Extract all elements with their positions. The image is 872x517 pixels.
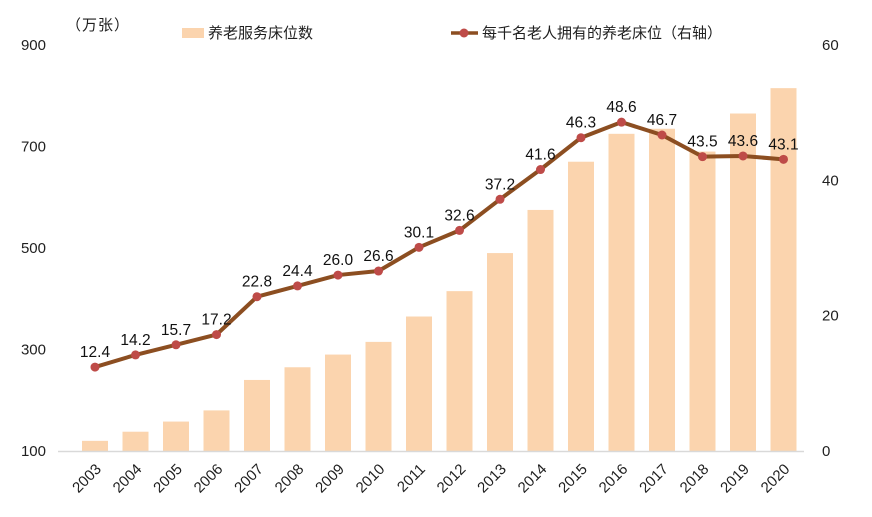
data-label-2005: 15.7 <box>161 322 191 339</box>
data-label-2007: 22.8 <box>242 274 272 291</box>
bar-2012 <box>446 291 473 451</box>
line-series <box>93 120 786 370</box>
line-marker-2003 <box>90 362 100 372</box>
x-tick-2015: 2015 <box>555 461 591 497</box>
x-tick-2006: 2006 <box>191 461 227 497</box>
bar-2019 <box>730 113 756 451</box>
line-marker-2005 <box>171 340 181 350</box>
bar-2017 <box>649 128 675 452</box>
data-label-2014: 41.6 <box>525 147 555 164</box>
x-tick-2010: 2010 <box>353 461 389 497</box>
bar-2020 <box>770 88 797 451</box>
x-tick-2007: 2007 <box>231 461 267 497</box>
data-label-2019: 43.6 <box>728 133 758 150</box>
line-marker-2011 <box>414 242 424 252</box>
data-label-2012: 32.6 <box>444 207 474 224</box>
right-tick-40: 40 <box>822 172 839 189</box>
x-tick-2008: 2008 <box>272 461 308 497</box>
line-marker-2012 <box>455 225 464 235</box>
bar-2015 <box>568 161 594 451</box>
x-tick-2019: 2019 <box>717 461 753 497</box>
line-marker-2006 <box>212 330 221 340</box>
data-label-2017: 46.7 <box>647 112 677 129</box>
bar-series-swatch-icon <box>182 27 204 38</box>
legend-line-label: 每千名老人拥有的养老床位（右轴） <box>482 25 723 42</box>
left-tick-700: 700 <box>21 139 46 156</box>
line-marker-2008 <box>293 281 302 291</box>
x-tick-2020: 2020 <box>758 461 794 497</box>
legend-item-beds: 养老服务床位数 <box>182 22 313 43</box>
x-tick-2009: 2009 <box>312 461 348 497</box>
line-marker-2019 <box>738 151 748 161</box>
right-tick-60: 60 <box>822 37 839 54</box>
line-marker-2018 <box>698 152 707 162</box>
bar-2010 <box>365 341 392 451</box>
data-label-2006: 17.2 <box>201 312 231 329</box>
x-tick-2017: 2017 <box>636 461 672 497</box>
line-marker-2009 <box>333 270 343 280</box>
bar-2007 <box>244 379 270 451</box>
data-label-2010: 26.6 <box>363 248 393 265</box>
left-tick-500: 500 <box>21 240 46 257</box>
x-tick-2013: 2013 <box>474 461 510 497</box>
line-marker-2004 <box>131 350 140 360</box>
bar-2013 <box>487 253 513 451</box>
line-marker-2017 <box>657 130 667 140</box>
bar-2005 <box>163 421 189 451</box>
left-tick-100: 100 <box>21 443 46 460</box>
left-tick-900: 900 <box>21 37 46 54</box>
bar-2011 <box>406 316 432 451</box>
bar-2018 <box>689 151 716 451</box>
data-label-2018: 43.5 <box>687 134 717 151</box>
x-tick-2003: 2003 <box>69 461 105 497</box>
line-marker-2016 <box>617 117 626 127</box>
line-marker-2013 <box>495 194 505 204</box>
data-label-2011: 30.1 <box>404 224 434 241</box>
x-tick-2014: 2014 <box>515 461 551 497</box>
legend-bar-label: 养老服务床位数 <box>208 25 314 42</box>
x-tick-2011: 2011 <box>394 461 429 496</box>
data-label-2020: 43.1 <box>768 136 798 153</box>
data-label-2004: 14.2 <box>120 332 150 349</box>
x-tick-2016: 2016 <box>596 461 632 497</box>
data-label-2016: 48.6 <box>606 99 636 116</box>
x-tick-2005: 2005 <box>150 461 186 497</box>
line-marker-2014 <box>536 165 545 175</box>
axis-unit-label: （万张） <box>66 17 131 34</box>
data-label-2015: 46.3 <box>566 115 596 132</box>
x-tick-2004: 2004 <box>110 461 146 497</box>
bar-2014 <box>527 209 554 451</box>
right-tick-20: 20 <box>822 308 839 325</box>
line-marker-2007 <box>252 292 262 302</box>
bar-2004 <box>122 431 149 451</box>
data-label-2008: 24.4 <box>282 263 313 280</box>
legend-marker-sample <box>459 28 469 37</box>
bar-2003 <box>82 440 108 451</box>
line-marker-2010 <box>374 266 383 276</box>
data-label-2003: 12.4 <box>80 344 111 361</box>
legend-item-per-thousand: 每千名老人拥有的养老床位（右轴） <box>451 22 722 43</box>
bar-2008 <box>284 367 311 451</box>
right-tick-0: 0 <box>822 443 830 460</box>
bar-2016 <box>608 133 635 451</box>
line-marker-2020 <box>779 154 788 164</box>
bar-2006 <box>203 410 230 451</box>
left-tick-300: 300 <box>21 342 46 359</box>
legend: 养老服务床位数 每千名老人拥有的养老床位（右轴） <box>182 22 722 43</box>
data-label-2009: 26.0 <box>323 252 354 269</box>
x-tick-2018: 2018 <box>677 461 713 497</box>
line-marker-2015 <box>576 133 586 143</box>
data-label-2013: 37.2 <box>485 176 515 193</box>
x-tick-2012: 2012 <box>434 461 470 497</box>
line-series-swatch-icon <box>451 28 479 37</box>
bar-2009 <box>325 354 351 451</box>
